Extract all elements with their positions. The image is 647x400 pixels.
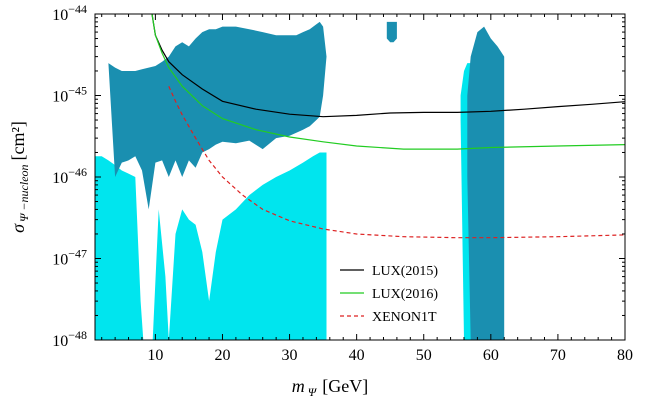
series-line-xenon1t — [168, 85, 625, 239]
y-axis-unit: [cm²] — [8, 121, 28, 160]
legend-label-lux-2016: LUX(2016) — [372, 287, 438, 302]
x-axis-symbol: m — [292, 376, 305, 396]
x-tick-label: 80 — [617, 347, 633, 364]
tick-labels: 10 20 30 40 50 60 70 80 10−48 10−47 10−46 10−45 10−4… — [52, 2, 633, 364]
y-tick-label: 10−45 — [52, 84, 87, 106]
legend-label-xenon1t: XENON1T — [372, 310, 437, 325]
x-tick-label: 30 — [282, 347, 298, 364]
x-axis-subscript: Ψ — [308, 385, 318, 399]
x-axis-title: m Ψ [GeV] — [292, 376, 368, 399]
x-tick-label: 60 — [483, 347, 499, 364]
y-tick-label: 10−44 — [52, 2, 87, 24]
x-tick-label: 40 — [349, 347, 365, 364]
x-axis-unit: [GeV] — [322, 376, 368, 396]
y-tick-label: 10−47 — [52, 247, 87, 269]
y-tick-label: 10−46 — [52, 165, 87, 187]
exclusion-region-4 — [386, 21, 397, 43]
series-line-lux-2016 — [151, 14, 625, 150]
y-axis-title: σΨ −nucleon [cm²] — [8, 121, 31, 233]
x-tick-label: 70 — [550, 347, 566, 364]
exclusion-region-2 — [95, 152, 327, 340]
y-axis-symbol: σ — [8, 223, 28, 233]
exclusion-region-6 — [467, 26, 505, 340]
legend: LUX(2015) LUX(2016) XENON1T — [340, 264, 438, 325]
axis-ticks — [95, 13, 626, 341]
x-tick-label: 10 — [147, 347, 163, 364]
y-axis-subscript: Ψ −nucleon — [17, 164, 31, 222]
limit-curves — [151, 14, 625, 239]
x-tick-label: 50 — [416, 347, 432, 364]
series-line-lux-2015 — [151, 14, 625, 118]
legend-label-lux-2015: LUX(2015) — [372, 264, 438, 279]
y-tick-label: 10−48 — [52, 328, 87, 350]
x-tick-label: 20 — [214, 347, 230, 364]
